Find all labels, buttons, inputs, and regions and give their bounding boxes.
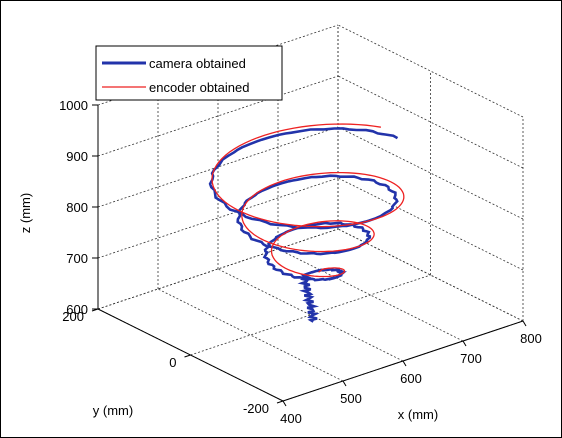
grid-floor-x	[217, 268, 404, 362]
series-line-encoder	[211, 123, 405, 278]
z-tick-label: 900	[66, 149, 88, 164]
z-tick-label: 800	[66, 200, 88, 215]
grid-side-z	[337, 75, 524, 169]
z-tick-label: 700	[66, 251, 88, 266]
axes	[91, 104, 527, 407]
grid-floor-x	[157, 288, 344, 382]
legend: camera obtained encoder obtained	[95, 45, 283, 101]
grid-back-z	[97, 177, 339, 259]
grid-floor-x	[277, 248, 464, 342]
series-group	[208, 123, 405, 323]
x-tick-label: 700	[460, 351, 482, 366]
z-axis-label: z (mm)	[18, 193, 33, 233]
grid-floor-y	[190, 274, 431, 356]
y-tick-label: 200	[62, 309, 84, 324]
y-tick-label: -200	[243, 401, 269, 416]
x-tick-mark	[522, 320, 527, 327]
legend-label-encoder: encoder obtained	[149, 80, 249, 95]
grid-side-z	[337, 126, 524, 220]
x-tick-mark	[342, 380, 347, 387]
z-tick-label: 1000	[59, 98, 88, 113]
legend-label-camera: camera obtained	[149, 56, 246, 71]
x-tick-label: 800	[520, 331, 542, 346]
legend-box	[95, 45, 283, 101]
y-axis-label: y (mm)	[93, 403, 133, 418]
x-tick-mark	[462, 340, 467, 347]
x-tick-mark	[402, 360, 407, 367]
x-tick-label: 400	[280, 411, 302, 426]
y-tick-mark	[184, 354, 191, 358]
grid-side-z	[337, 177, 524, 271]
x-axis-label: x (mm)	[398, 407, 438, 422]
grid-side-z	[337, 228, 524, 322]
z-tick-label: 600	[66, 302, 88, 317]
x-tick-label: 600	[400, 371, 422, 386]
grid-side-z	[337, 24, 524, 118]
x-tick-mark	[282, 400, 287, 407]
y-tick-label: 0	[169, 355, 176, 370]
x-tick-label: 500	[340, 391, 362, 406]
y-tick-mark	[276, 400, 284, 404]
